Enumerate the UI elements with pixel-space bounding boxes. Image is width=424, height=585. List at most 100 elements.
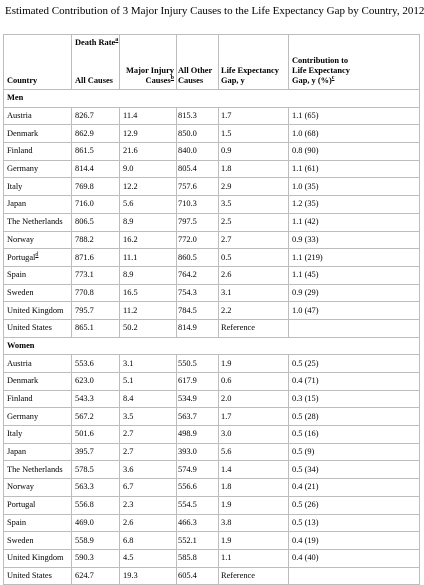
cell-all-causes: 501.6	[71, 425, 120, 444]
cell-all-causes: 769.8	[71, 177, 120, 197]
cell-all-other: 805.4	[176, 159, 219, 179]
cell-country: Spain	[3, 265, 72, 285]
cell-country: The Netherlands	[3, 212, 72, 232]
table-row: Denmark 623.0 5.1 617.9 0.6 0.4 (71)	[3, 372, 420, 391]
cell-contribution: 0.4 (19)	[288, 531, 420, 550]
cell-major-injury: 5.1	[119, 372, 177, 391]
cell-le-gap: 0.9	[218, 142, 289, 161]
header-contribution: Contribution to Life Expectancy Gap, y (…	[288, 34, 420, 90]
cell-country: Denmark	[3, 124, 72, 144]
table-row: Denmark 862.9 12.9 850.0 1.5 1.0 (68)	[3, 124, 420, 144]
cell-contribution: 0.5 (16)	[288, 425, 420, 444]
cell-major-injury: 6.8	[119, 531, 177, 550]
cell-all-other: 498.9	[176, 425, 219, 444]
cell-le-gap: 0.5	[218, 248, 289, 267]
cell-all-other: 552.1	[176, 531, 219, 550]
cell-major-injury: 16.2	[119, 230, 177, 250]
table-row: Japan 716.0 5.6 710.3 3.5 1.2 (35)	[3, 195, 420, 214]
cell-all-causes: 543.3	[71, 389, 120, 409]
cell-major-injury: 8.9	[119, 265, 177, 285]
cell-contribution: 0.5 (34)	[288, 460, 420, 480]
cell-all-other: 710.3	[176, 195, 219, 214]
cell-major-injury: 6.7	[119, 478, 177, 497]
cell-country: Germany	[3, 407, 72, 427]
table-body: Men Austria 826.7 11.4 815.3 1.7 1.1 (65) Denma…	[3, 89, 420, 585]
cell-le-gap: Reference	[218, 566, 289, 585]
cell-country: Austria	[3, 354, 72, 373]
cell-le-gap: 2.7	[218, 230, 289, 250]
cell-le-gap: 2.9	[218, 177, 289, 197]
footnote-b[interactable]: b	[170, 75, 174, 82]
cell-all-causes: 553.6	[71, 354, 120, 373]
cell-major-injury: 21.6	[119, 142, 177, 161]
cell-country: United Kingdom	[3, 548, 72, 568]
cell-country: Norway	[3, 478, 72, 497]
cell-contribution: 1.0 (47)	[288, 301, 420, 320]
cell-all-other: 556.6	[176, 478, 219, 497]
cell-major-injury: 9.0	[119, 159, 177, 179]
cell-contribution: 1.1 (219)	[288, 248, 420, 267]
header-all-causes: All Causes	[75, 76, 113, 85]
footnote-c[interactable]: c	[331, 75, 335, 82]
cell-all-causes: 806.5	[71, 212, 120, 232]
cell-all-other: 534.9	[176, 389, 219, 409]
cell-all-other: 585.8	[176, 548, 219, 568]
cell-major-injury: 12.9	[119, 124, 177, 144]
cell-country: Portugal	[3, 495, 72, 515]
group-row: Women	[3, 336, 420, 356]
cell-all-other: 860.5	[176, 248, 219, 267]
cell-major-injury: 8.4	[119, 389, 177, 409]
cell-country: Germany	[3, 159, 72, 179]
cell-country: Denmark	[3, 372, 72, 391]
data-table: Country Death Ratea All Causes Major Inj…	[3, 34, 420, 585]
cell-le-gap: 5.6	[218, 442, 289, 462]
cell-all-other: 764.2	[176, 265, 219, 285]
cell-contribution: 1.1 (65)	[288, 106, 420, 126]
cell-country: Portugald	[3, 248, 72, 267]
cell-le-gap: 2.0	[218, 389, 289, 409]
cell-major-injury: 12.2	[119, 177, 177, 197]
cell-contribution: 0.5 (13)	[288, 513, 420, 533]
cell-all-other: 784.5	[176, 301, 219, 320]
cell-le-gap: 1.8	[218, 478, 289, 497]
cell-country: Sweden	[3, 283, 72, 303]
cell-all-other: 815.3	[176, 106, 219, 126]
cell-le-gap: 3.8	[218, 513, 289, 533]
cell-all-other: 550.5	[176, 354, 219, 373]
cell-contribution: 0.4 (40)	[288, 548, 420, 568]
cell-contribution: 0.9 (33)	[288, 230, 420, 250]
cell-all-other: 814.9	[176, 318, 219, 338]
cell-contribution: 1.2 (35)	[288, 195, 420, 214]
group-label: Women	[3, 336, 420, 356]
cell-all-causes: 865.1	[71, 318, 120, 338]
table-row: The Netherlands 578.5 3.6 574.9 1.4 0.5 (34)	[3, 460, 420, 480]
cell-contribution: 0.5 (26)	[288, 495, 420, 515]
cell-country: Finland	[3, 142, 72, 161]
footnote-a[interactable]: a	[115, 37, 119, 44]
cell-all-other: 754.3	[176, 283, 219, 303]
cell-contribution: 0.3 (15)	[288, 389, 420, 409]
cell-country: United States	[3, 318, 72, 338]
table-row: Spain 773.1 8.9 764.2 2.6 1.1 (45)	[3, 265, 420, 285]
cell-all-causes: 770.8	[71, 283, 120, 303]
table-title: Estimated Contribution of 3 Major Injury…	[5, 5, 424, 17]
cell-major-injury: 5.6	[119, 195, 177, 214]
table-row: Italy 501.6 2.7 498.9 3.0 0.5 (16)	[3, 425, 420, 444]
cell-major-injury: 11.1	[119, 248, 177, 267]
cell-all-other: 605.4	[176, 566, 219, 585]
cell-all-causes: 861.5	[71, 142, 120, 161]
cell-all-causes: 826.7	[71, 106, 120, 126]
table-row: Japan 395.7 2.7 393.0 5.6 0.5 (9)	[3, 442, 420, 462]
cell-all-causes: 716.0	[71, 195, 120, 214]
cell-contribution	[288, 566, 420, 585]
cell-contribution: 0.4 (21)	[288, 478, 420, 497]
cell-all-other: 563.7	[176, 407, 219, 427]
table-row: United States 624.7 19.3 605.4 Reference	[3, 566, 420, 585]
group-row: Men	[3, 89, 420, 108]
cell-le-gap: 0.6	[218, 372, 289, 391]
cell-all-causes: 469.0	[71, 513, 120, 533]
table-row: Norway 563.3 6.7 556.6 1.8 0.4 (21)	[3, 478, 420, 497]
footnote-d[interactable]: d	[35, 251, 39, 258]
cell-major-injury: 8.9	[119, 212, 177, 232]
